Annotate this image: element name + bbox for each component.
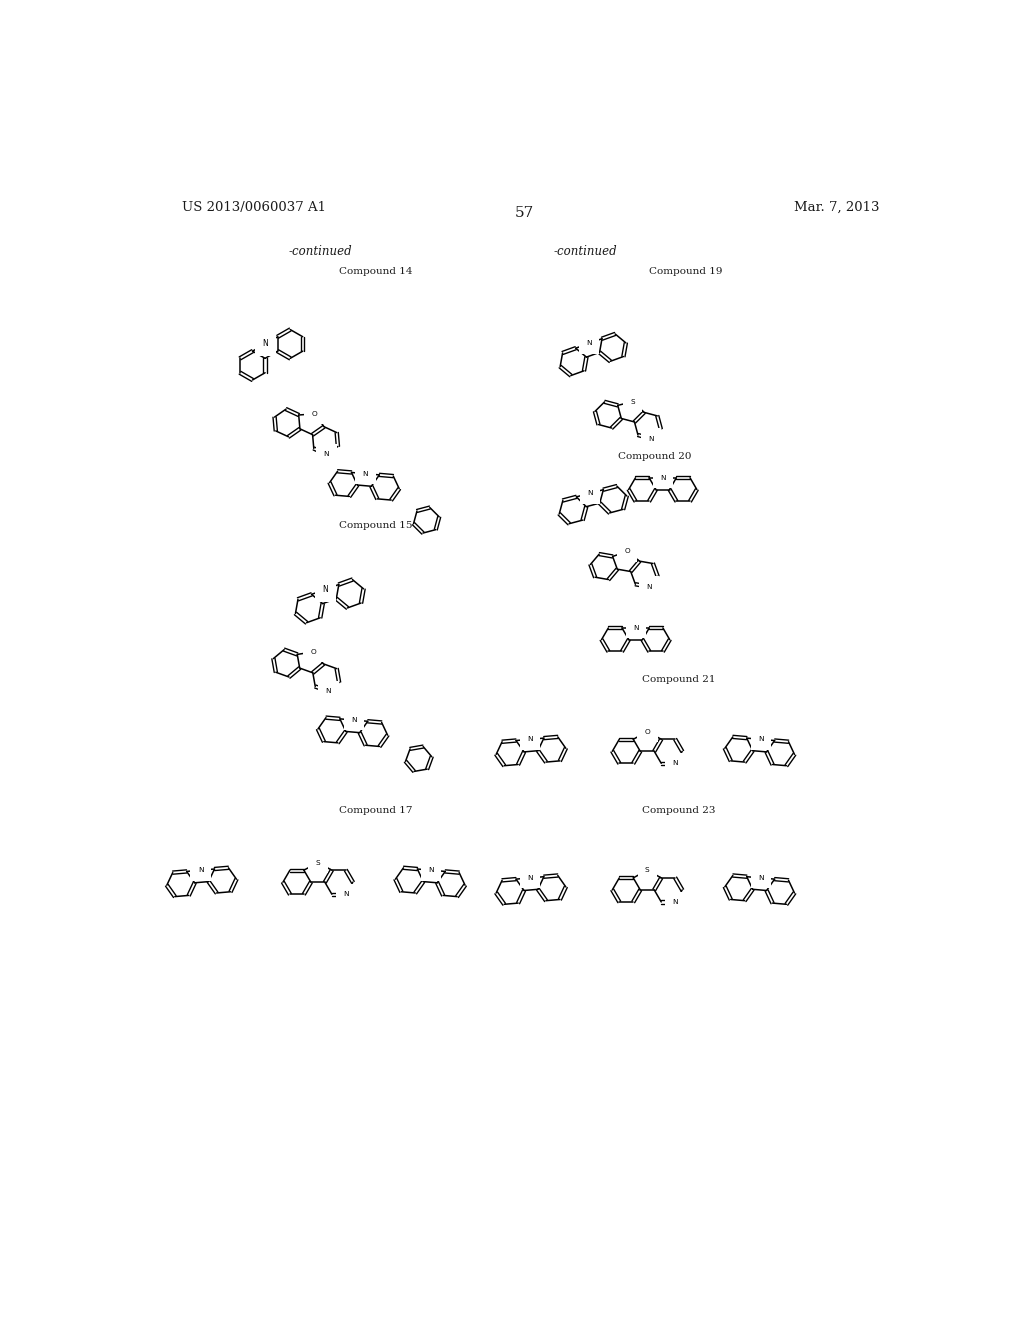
Text: Compound 21: Compound 21 — [641, 675, 715, 684]
Text: S: S — [315, 859, 321, 866]
Text: O: O — [310, 649, 315, 655]
Text: Compound 20: Compound 20 — [618, 451, 692, 461]
Text: N: N — [587, 490, 593, 496]
Text: N: N — [527, 875, 532, 880]
Text: N: N — [326, 688, 331, 694]
Text: N: N — [198, 867, 204, 874]
Text: N: N — [586, 341, 592, 346]
Text: 57: 57 — [515, 206, 535, 220]
Text: O: O — [644, 729, 650, 735]
Text: S: S — [645, 867, 649, 874]
Text: Compound 14: Compound 14 — [339, 267, 413, 276]
Text: Mar. 7, 2013: Mar. 7, 2013 — [795, 201, 880, 214]
Text: N: N — [262, 339, 268, 348]
Text: N: N — [324, 451, 330, 458]
Text: N: N — [633, 624, 638, 631]
Text: N: N — [673, 760, 678, 767]
Text: N: N — [660, 475, 666, 480]
Text: US 2013/0060037 A1: US 2013/0060037 A1 — [182, 201, 327, 214]
Text: N: N — [648, 436, 654, 442]
Text: O: O — [625, 548, 630, 554]
Text: N: N — [646, 583, 651, 590]
Text: S: S — [631, 399, 635, 405]
Text: Compound 17: Compound 17 — [339, 807, 413, 814]
Text: Compound 19: Compound 19 — [649, 267, 723, 276]
Text: N: N — [527, 737, 532, 742]
Text: N: N — [362, 471, 369, 477]
Text: N: N — [758, 875, 764, 880]
Text: Compound 15: Compound 15 — [339, 521, 413, 531]
Text: N: N — [429, 867, 434, 874]
Text: N: N — [351, 717, 356, 723]
Text: Compound 23: Compound 23 — [641, 807, 715, 814]
Text: -continued: -continued — [289, 244, 352, 257]
Text: O: O — [311, 411, 317, 417]
Text: -continued: -continued — [553, 244, 617, 257]
Text: N: N — [343, 891, 348, 898]
Text: N: N — [673, 899, 678, 906]
Text: N: N — [758, 737, 764, 742]
Text: N: N — [323, 585, 328, 594]
